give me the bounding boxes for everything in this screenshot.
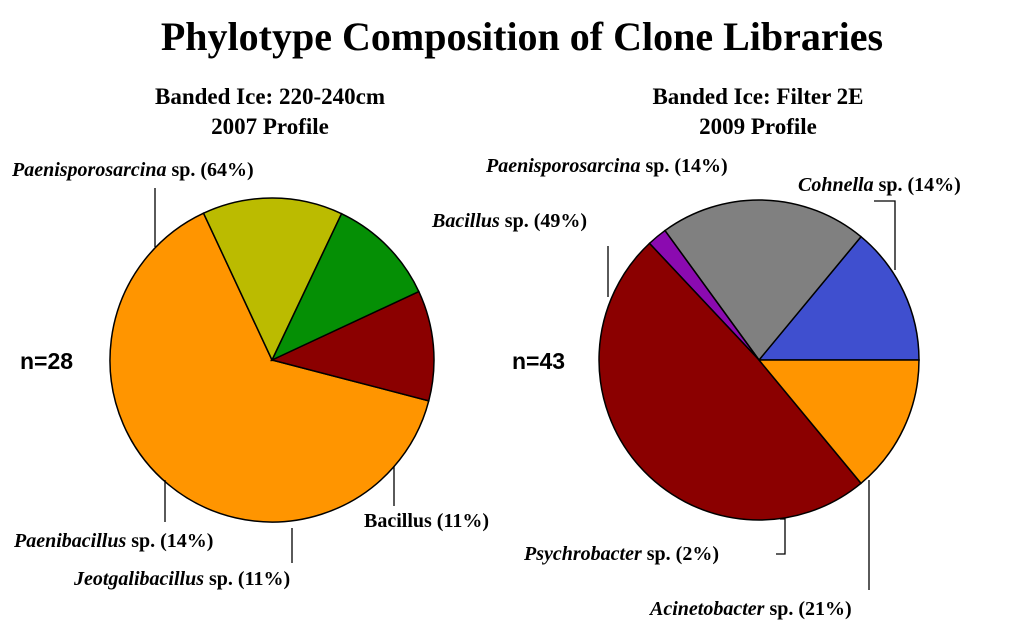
leader-line-psychrobacter	[776, 518, 786, 555]
slice-label-paenisporosarcina: Paenisporosarcina sp. (14%)	[485, 155, 728, 177]
chart-2007: Banded Ice: 220-240cm 2007 Profile n=28 …	[11, 84, 489, 590]
slice-label-cohnella: Cohnella sp. (14%)	[798, 174, 961, 196]
leader-line-cohnella	[874, 200, 896, 270]
pie-slice-paenisporosarcina	[109, 212, 430, 523]
pie-slice-bacillus	[598, 242, 863, 521]
chart-title-line2: 2009 Profile	[699, 114, 817, 139]
slice-label-paenibacillus: Paenibacillus sp. (14%)	[13, 530, 213, 552]
pie-slice-jeotgalibacillus	[270, 212, 420, 362]
pie-slice-cohnella	[757, 235, 920, 361]
chart-2009: Banded Ice: Filter 2E 2009 Profile n=43 …	[431, 84, 961, 620]
pie-slice-bacillus	[269, 290, 435, 402]
figure-title: Phylotype Composition of Clone Libraries	[161, 14, 883, 59]
pie-slice-acinetobacter	[663, 199, 863, 362]
pie-slice-paenisporosarcina	[757, 359, 920, 485]
sample-size-label: n=28	[20, 348, 73, 374]
chart-title-line2: 2007 Profile	[211, 114, 329, 139]
slice-label-bacillus: Bacillus sp. (49%)	[431, 210, 587, 232]
chart-title-line1: Banded Ice: 220-240cm	[155, 84, 385, 109]
pie-slice-paenibacillus	[202, 197, 343, 362]
chart-title-line1: Banded Ice: Filter 2E	[652, 84, 863, 109]
slice-label-acinetobacter: Acinetobacter sp. (21%)	[648, 598, 852, 620]
slice-label-paenisporosarcina: Paenisporosarcina sp. (64%)	[11, 159, 254, 181]
slice-label-jeotgalibacillus: Jeotgalibacillus sp. (11%)	[73, 568, 290, 590]
slice-label-bacillus: Bacillus (11%)	[364, 510, 489, 532]
sample-size-label: n=43	[512, 348, 565, 374]
slice-label-psychrobacter: Psychrobacter sp. (2%)	[523, 543, 719, 565]
